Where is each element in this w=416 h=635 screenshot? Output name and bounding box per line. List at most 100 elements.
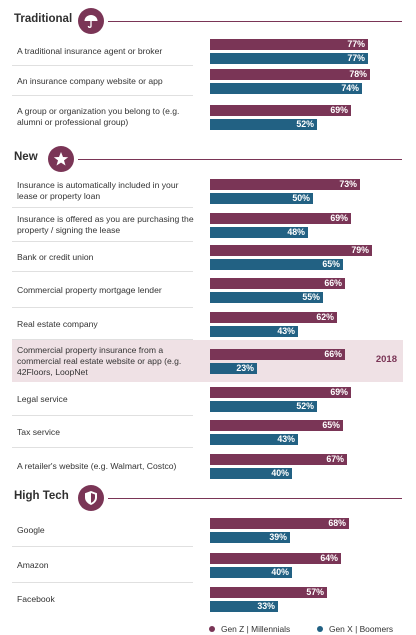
data-label: 69% [330, 213, 348, 223]
legend-marker [209, 626, 215, 632]
data-label: 74% [341, 83, 359, 93]
section-header-traditional: Traditional [0, 8, 416, 34]
bar-gen-x-boomers: 23% [210, 363, 257, 374]
bar-gen-z-millennials: 65% [210, 420, 343, 431]
bar-gen-x-boomers: 33% [210, 601, 278, 612]
bar-gen-z-millennials: 62% [210, 312, 337, 323]
bar-gen-x-boomers: 39% [210, 532, 290, 543]
row-divider [12, 307, 193, 308]
legend-item-gen-z-millennials: Gen Z | Millennials [209, 624, 290, 634]
bar-gen-x-boomers: 55% [210, 292, 323, 303]
bar-gen-z-millennials: 68% [210, 518, 349, 529]
data-label: 48% [287, 227, 305, 237]
data-label: 65% [322, 420, 340, 430]
row-label: Insurance is offered as you are purchasi… [17, 214, 194, 235]
star-icon [48, 146, 74, 172]
bar-gen-x-boomers: 40% [210, 468, 292, 479]
data-label: 77% [347, 53, 365, 63]
bar-gen-x-boomers: 77% [210, 53, 368, 64]
data-label: 73% [339, 179, 357, 189]
row-label: An insurance company website or app [17, 75, 163, 86]
bar-gen-z-millennials: 69% [210, 105, 351, 116]
data-label: 57% [306, 587, 324, 597]
row-divider [12, 271, 193, 272]
chart-row: Facebook 57% 33% [12, 583, 403, 615]
section-header-new: New [0, 146, 416, 172]
row-label: Bank or credit union [17, 251, 94, 262]
data-label: 66% [324, 349, 342, 359]
section-divider [108, 21, 402, 22]
bar-gen-x-boomers: 43% [210, 434, 298, 445]
data-label: 65% [322, 259, 340, 269]
bar-gen-x-boomers: 52% [210, 119, 317, 130]
data-label: 52% [296, 119, 314, 129]
data-label: 69% [330, 387, 348, 397]
chart-row: Insurance is automatically included in y… [12, 174, 403, 208]
chart-row: Google 68% 39% [12, 513, 403, 547]
row-label: Commercial property mortgage lender [17, 284, 162, 295]
data-label: 40% [271, 468, 289, 478]
row-label: A retailer's website (e.g. Walmart, Cost… [17, 460, 177, 471]
bar-gen-x-boomers: 43% [210, 326, 298, 337]
chart-row: An insurance company website or app 78% 74… [12, 66, 403, 96]
row-divider [12, 339, 193, 340]
bar-gen-z-millennials: 66% [210, 349, 345, 360]
data-label: 52% [296, 401, 314, 411]
data-label: 66% [324, 278, 342, 288]
bar-gen-z-millennials: 67% [210, 454, 347, 465]
row-divider [12, 65, 193, 66]
data-label: 40% [271, 567, 289, 577]
section-title: Traditional [14, 13, 73, 25]
row-divider [12, 241, 193, 242]
data-label: 79% [351, 245, 369, 255]
bar-gen-x-boomers: 52% [210, 401, 317, 412]
data-label: 33% [257, 601, 275, 611]
chart-row: Insurance is offered as you are purchasi… [12, 208, 403, 242]
section-divider [78, 159, 402, 160]
bar-gen-x-boomers: 65% [210, 259, 343, 270]
data-label: 77% [347, 39, 365, 49]
data-label: 64% [320, 553, 338, 563]
row-label: A group or organization you belong to (e… [17, 106, 180, 127]
section-title: New [14, 151, 38, 163]
bar-gen-z-millennials: 69% [210, 213, 351, 224]
data-label: 67% [326, 454, 344, 464]
chart-row: Commercial property insurance from a com… [12, 340, 403, 382]
row-label: Amazon [17, 559, 49, 570]
chart-row: Bank or credit union 79% 65% [12, 242, 403, 272]
bar-gen-z-millennials: 57% [210, 587, 327, 598]
year-annotation: 2018 [375, 354, 397, 365]
data-label: 68% [328, 518, 346, 528]
chart-row: Amazon 64% 40% [12, 547, 403, 583]
chart-row: A retailer's website (e.g. Walmart, Cost… [12, 448, 403, 484]
shield-icon [78, 485, 104, 511]
chart-row: A group or organization you belong to (e… [12, 96, 403, 138]
umbrella-icon [78, 8, 104, 34]
bar-gen-z-millennials: 64% [210, 553, 341, 564]
bar-gen-x-boomers: 74% [210, 83, 362, 94]
bar-gen-x-boomers: 50% [210, 193, 313, 204]
data-label: 55% [302, 292, 320, 302]
legend-label: Gen X | Boomers [329, 624, 394, 634]
legend-marker [317, 626, 323, 632]
row-divider [12, 546, 193, 547]
data-label: 62% [316, 312, 334, 322]
row-label: Tax service [17, 426, 60, 437]
row-label: Commercial property insurance from a com… [17, 344, 182, 377]
bar-gen-z-millennials: 78% [210, 69, 370, 80]
row-label: Facebook [17, 593, 55, 604]
bar-gen-z-millennials: 69% [210, 387, 351, 398]
data-label: 78% [349, 69, 367, 79]
bar-gen-z-millennials: 66% [210, 278, 345, 289]
row-label: Google [17, 524, 45, 535]
row-divider [12, 415, 193, 416]
data-label: 50% [292, 193, 310, 203]
row-divider [12, 207, 193, 208]
bar-gen-z-millennials: 73% [210, 179, 360, 190]
legend-item-gen-x-boomers: Gen X | Boomers [317, 624, 393, 634]
legend: Gen Z | Millennials Gen X | Boomers [0, 624, 416, 635]
section-header-high-tech: High Tech [0, 485, 416, 511]
row-divider [12, 95, 193, 96]
row-label: Insurance is automatically included in y… [17, 180, 179, 201]
bar-gen-x-boomers: 40% [210, 567, 292, 578]
